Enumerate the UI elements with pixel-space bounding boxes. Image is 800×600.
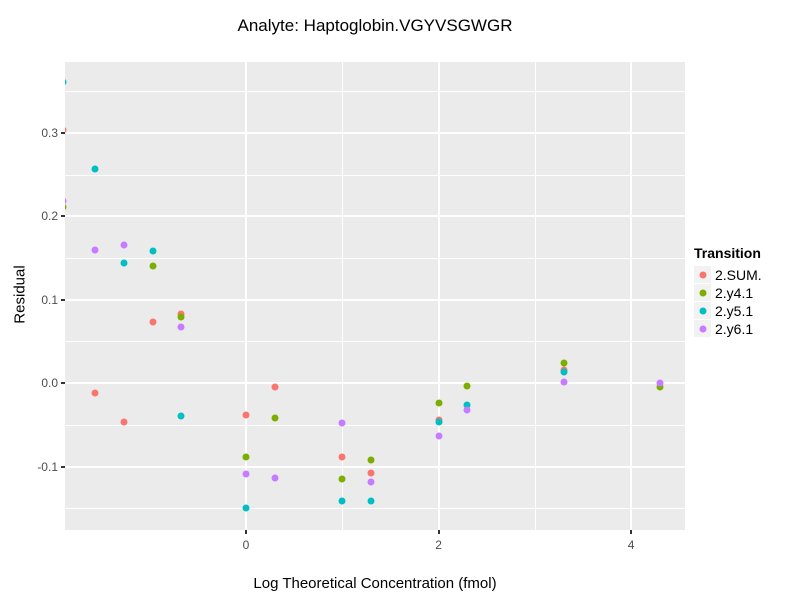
data-point — [120, 418, 128, 426]
data-point — [463, 382, 471, 390]
gridline-minor-horizontal — [65, 91, 685, 93]
data-point — [65, 126, 67, 134]
data-point — [177, 412, 185, 420]
data-point — [367, 456, 375, 464]
data-point — [435, 432, 443, 440]
legend-item-label: 2.y4.1 — [715, 284, 754, 301]
legend-item: 2.y6.1 — [694, 320, 762, 337]
legend-key-swatch — [694, 284, 711, 301]
legend-key-swatch — [694, 266, 711, 283]
data-point — [338, 453, 346, 461]
legend-key-swatch — [694, 302, 711, 319]
y-axis-title: Residual — [11, 265, 29, 324]
data-point — [367, 497, 375, 505]
data-point — [338, 475, 346, 483]
gridline-major-horizontal — [65, 131, 685, 134]
gridline-minor-horizontal — [65, 174, 685, 176]
x-tick-label: 0 — [242, 538, 250, 552]
legend-key-dot — [699, 307, 706, 314]
data-point — [560, 359, 568, 367]
y-tick-mark — [61, 215, 65, 218]
y-tick-label: 0.3 — [41, 125, 58, 140]
y-tick-mark — [61, 465, 65, 468]
plot-panel — [65, 62, 685, 530]
gridline-minor-vertical — [534, 62, 536, 530]
gridline-major-horizontal — [65, 298, 685, 301]
data-point — [149, 247, 157, 255]
y-tick-mark — [61, 131, 65, 134]
data-point — [177, 313, 185, 321]
chart-title: Analyte: Haptoglobin.VGYVSGWGR — [237, 16, 513, 35]
legend-key-swatch — [694, 320, 711, 337]
gridline-minor-horizontal — [65, 341, 685, 343]
data-point — [435, 399, 443, 407]
gridline-major-vertical — [630, 62, 633, 530]
data-point — [338, 497, 346, 505]
gridline-major-horizontal — [65, 465, 685, 468]
data-point — [560, 368, 568, 376]
data-point — [242, 504, 250, 512]
legend-item: 2.y5.1 — [694, 302, 762, 319]
data-point — [91, 165, 99, 173]
data-point — [463, 406, 471, 414]
data-point — [338, 419, 346, 427]
gridline-minor-horizontal — [65, 508, 685, 510]
legend-item-label: 2.y5.1 — [715, 302, 754, 319]
legend: Transition 2.SUM. 2.y4.1 2.y5.1 2.y6.1 — [694, 245, 762, 338]
gridline-minor-horizontal — [65, 424, 685, 426]
x-tick-mark — [437, 530, 440, 534]
data-point — [367, 469, 375, 477]
data-point — [656, 379, 664, 387]
gridline-major-vertical — [437, 62, 440, 530]
data-point — [65, 197, 67, 205]
data-point — [242, 470, 250, 478]
legend-title: Transition — [694, 245, 761, 261]
data-point — [367, 478, 375, 486]
legend-item: 2.y4.1 — [694, 284, 762, 301]
data-point — [463, 401, 471, 409]
legend-key-dot — [699, 325, 706, 332]
y-tick-mark — [61, 298, 65, 301]
y-tick-label: 0.0 — [41, 376, 58, 391]
legend-key-dot — [699, 289, 706, 296]
y-tick-label: 0.2 — [41, 209, 58, 224]
gridline-minor-horizontal — [65, 258, 685, 260]
data-point — [242, 411, 250, 419]
data-point — [91, 246, 99, 254]
data-point — [120, 241, 128, 249]
data-point — [560, 378, 568, 385]
data-point — [271, 383, 279, 391]
data-point — [177, 323, 185, 331]
x-tick-mark — [630, 530, 633, 534]
data-point — [149, 318, 157, 326]
data-point — [271, 474, 279, 482]
gridline-major-horizontal — [65, 215, 685, 218]
x-tick-mark — [244, 530, 247, 534]
gridline-major-vertical — [244, 62, 247, 530]
gridline-major-horizontal — [65, 382, 685, 385]
x-axis-title: Log Theoretical Concentration (fmol) — [253, 575, 497, 592]
legend-item-label: 2.y6.1 — [715, 320, 754, 337]
data-point — [91, 389, 99, 397]
data-point — [65, 203, 67, 211]
legend-item-label: 2.SUM. — [715, 266, 762, 283]
y-tick-label: -0.1 — [37, 459, 58, 474]
x-tick-label: 4 — [627, 538, 635, 552]
x-tick-label: 2 — [435, 538, 442, 552]
legend-key-dot — [699, 271, 706, 278]
gridline-minor-vertical — [342, 62, 344, 530]
data-point — [435, 418, 443, 426]
legend-item: 2.SUM. — [694, 266, 762, 283]
data-point — [149, 262, 157, 270]
y-tick-mark — [61, 382, 65, 385]
data-point — [242, 453, 250, 461]
data-point — [65, 78, 67, 86]
data-point — [120, 259, 128, 267]
data-point — [271, 414, 279, 422]
y-tick-label: 0.1 — [41, 292, 58, 307]
